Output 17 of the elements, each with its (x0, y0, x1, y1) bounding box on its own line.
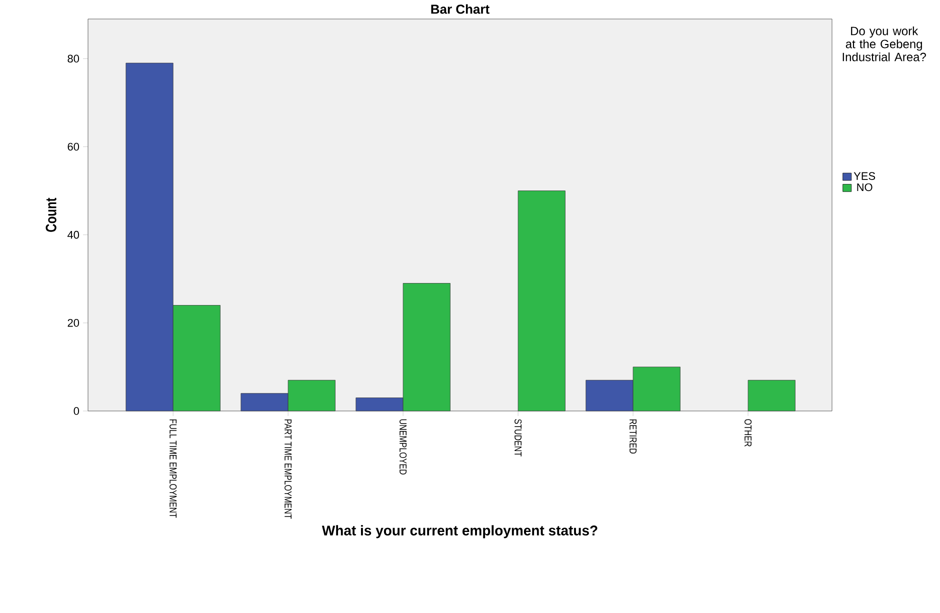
y-tick-label: 60 (68, 142, 80, 151)
x-tick-label: FULL TIME EMPLOYMENT (170, 419, 177, 518)
chart-title: Bar Chart (431, 4, 490, 14)
legend-label: NO (857, 183, 872, 192)
y-tick-label: 0 (74, 407, 80, 415)
y-tick-label: 40 (67, 230, 80, 239)
x-tick-label: STUDENT (514, 419, 522, 456)
y-tick-label: 80 (68, 54, 80, 63)
x-axis-title: What is your current employment status? (322, 525, 598, 538)
y-axis-title: Count (46, 198, 56, 232)
x-tick-label: OTHER (744, 419, 752, 446)
x-tick-label: UNEMPLOYED (400, 419, 407, 474)
y-tick-label: 20 (68, 319, 80, 327)
x-tick-label: RETIRED (630, 419, 637, 454)
legend-label: YES (854, 172, 876, 180)
x-tick-label: PART TIME EMPLOYMENT (284, 419, 292, 519)
legend-title: Do you work at the Gebeng Industrial Area? (842, 26, 926, 62)
